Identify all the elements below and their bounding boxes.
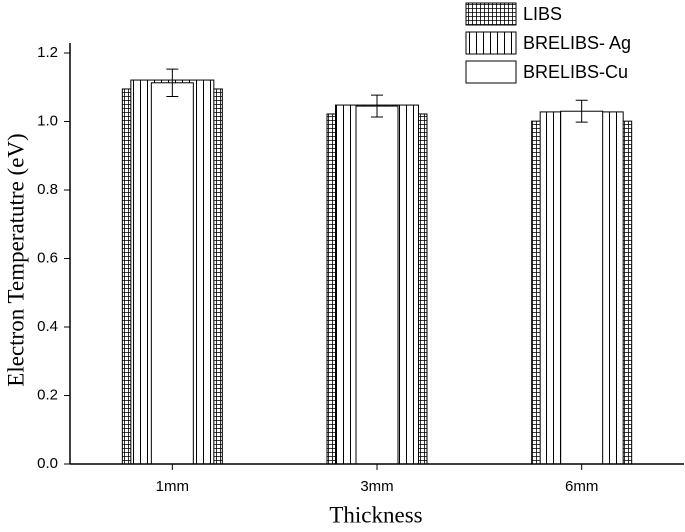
error-bar: [371, 94, 383, 118]
x-tick-label: 1mm: [156, 478, 189, 495]
x-tick-label: 6mm: [565, 478, 598, 495]
legend-swatch: [465, 60, 517, 84]
y-tick-label: 1.2: [37, 44, 58, 61]
y-axis-title: Electron Temperatutre (eV): [3, 133, 28, 386]
bar: [355, 105, 399, 465]
bar: [560, 110, 604, 465]
legend-swatch: [465, 2, 517, 26]
legend-label: LIBS: [523, 4, 562, 24]
error-bar: [166, 68, 179, 97]
y-tick-label: 1.0: [37, 112, 58, 129]
x-axis-title: Thickness: [329, 502, 422, 527]
error-bar: [575, 99, 588, 123]
y-tick-label: 0.8: [37, 181, 58, 198]
legend-label: BRELIBS- Ag: [523, 33, 631, 53]
bar: [150, 82, 194, 465]
y-tick-label: 0.0: [37, 455, 58, 472]
y-tick-label: 0.6: [37, 249, 58, 266]
legend-label: BRELIBS-Cu: [523, 62, 628, 82]
y-tick-label: 0.4: [37, 318, 58, 335]
x-tick-label: 3mm: [360, 478, 393, 495]
y-tick-label: 0.2: [37, 386, 58, 403]
legend-swatch: [465, 31, 517, 55]
